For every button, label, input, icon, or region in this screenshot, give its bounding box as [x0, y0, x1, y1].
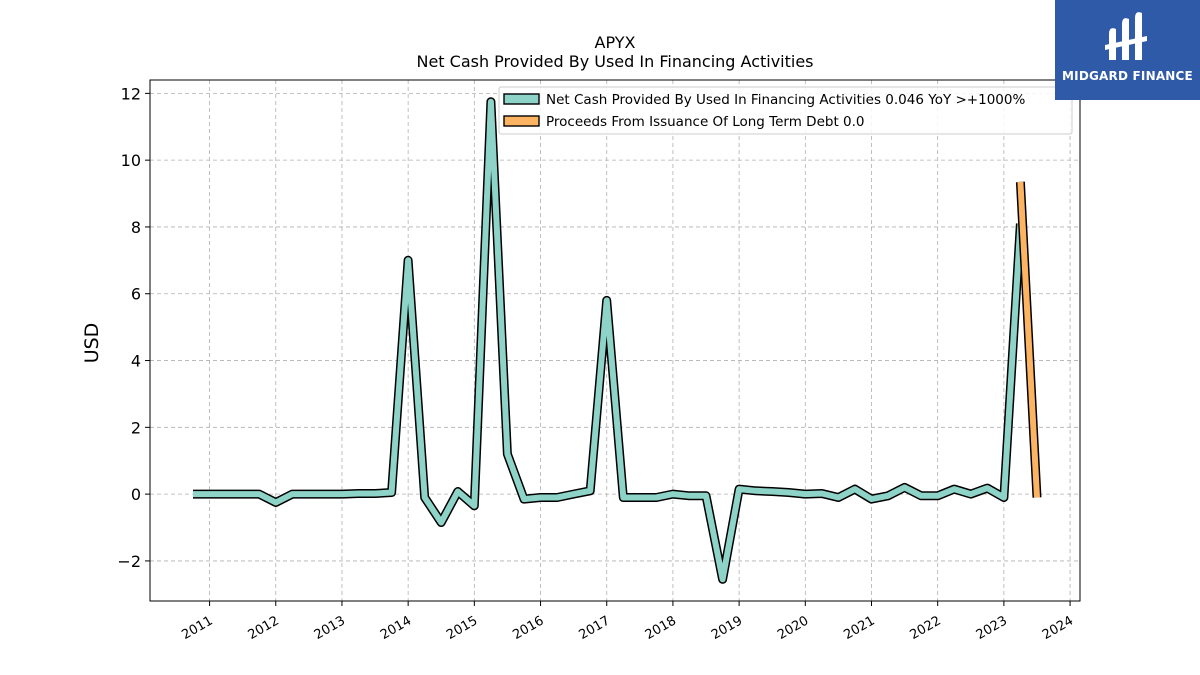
- x-tick-label: 2011: [179, 613, 215, 643]
- x-axis: 2011 2012 2013 2014 2015 2016 2017 2018 2019 2020…: [179, 601, 1076, 643]
- x-tick-label: 2018: [643, 613, 679, 643]
- series-line-debt: [1017, 181, 1040, 498]
- y-tick-label: 8: [131, 218, 141, 237]
- y-axis: −2 0 2 4 6 8 10 12: [117, 84, 150, 571]
- series-layer: [193, 97, 1042, 584]
- y-tick-label: 4: [131, 352, 141, 371]
- midgard-logo-icon: [1105, 12, 1147, 61]
- legend-swatch-financing: [503, 93, 540, 105]
- chart-subtitle: Net Cash Provided By Used In Financing A…: [416, 52, 813, 71]
- series-line-financing: [193, 98, 1024, 583]
- x-tick-label: 2013: [312, 613, 348, 643]
- legend-label-debt: Proceeds From Issuance Of Long Term Debt…: [546, 114, 865, 130]
- x-tick-label: 2020: [775, 613, 811, 643]
- x-tick-label: 2019: [709, 613, 745, 643]
- x-tick-label: 2012: [246, 613, 282, 643]
- x-tick-label: 2016: [510, 613, 546, 643]
- y-tick-label: −2: [117, 552, 141, 571]
- plot-frame: [149, 79, 1081, 602]
- x-tick-label: 2023: [974, 613, 1010, 643]
- chart-title: APYX: [595, 33, 636, 52]
- grid: [150, 80, 1080, 601]
- logo-text: MIDGARD FINANCE: [1062, 69, 1193, 83]
- midgard-finance-logo: MIDGARD FINANCE: [1055, 0, 1200, 100]
- legend: Net Cash Provided By Used In Financing A…: [498, 86, 1073, 135]
- x-tick-label: 2014: [378, 613, 414, 643]
- legend-label-financing: Net Cash Provided By Used In Financing A…: [546, 92, 1025, 108]
- x-tick-label: 2022: [908, 613, 944, 643]
- x-tick-label: 2017: [577, 613, 613, 643]
- x-tick-label: 2021: [841, 613, 877, 643]
- legend-swatch-debt: [503, 115, 540, 127]
- x-tick-label: 2024: [1040, 613, 1076, 643]
- y-axis-label: USD: [81, 323, 103, 364]
- y-tick-label: 10: [121, 151, 141, 170]
- y-tick-label: 12: [121, 84, 141, 103]
- y-tick-label: 0: [131, 485, 141, 504]
- y-tick-label: 2: [131, 418, 141, 437]
- y-tick-label: 6: [131, 285, 141, 304]
- x-tick-label: 2015: [444, 613, 480, 643]
- legend-frame: [498, 86, 1073, 135]
